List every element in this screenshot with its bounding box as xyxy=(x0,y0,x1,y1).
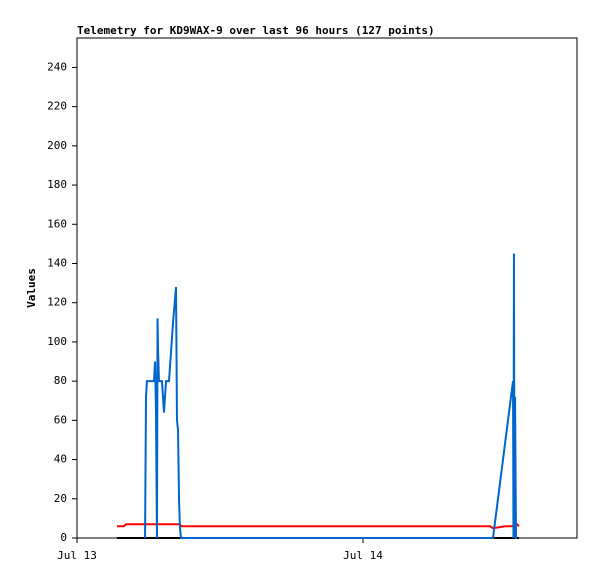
y-tick-label: 240 xyxy=(47,60,67,73)
y-tick-label: 200 xyxy=(47,139,67,152)
y-tick-label: 160 xyxy=(47,217,67,230)
y-tick-label: 120 xyxy=(47,296,67,309)
y-tick-label: 220 xyxy=(47,100,67,113)
x-tick-label: Jul 14 xyxy=(343,549,383,562)
y-tick-label: 140 xyxy=(47,256,67,269)
chart-title: Telemetry for KD9WAX-9 over last 96 hour… xyxy=(77,24,435,37)
y-axis-label: Values xyxy=(25,268,38,308)
series-line xyxy=(144,253,517,539)
y-tick-label: 100 xyxy=(47,335,67,348)
y-tick-label: 180 xyxy=(47,178,67,191)
x-tick-label: Jul 13 xyxy=(57,549,97,562)
y-tick-label: 20 xyxy=(54,492,67,505)
y-tick-label: 0 xyxy=(60,531,67,544)
y-tick-label: 40 xyxy=(54,453,67,466)
y-tick-label: 80 xyxy=(54,374,67,387)
y-tick-label: 60 xyxy=(54,413,67,426)
